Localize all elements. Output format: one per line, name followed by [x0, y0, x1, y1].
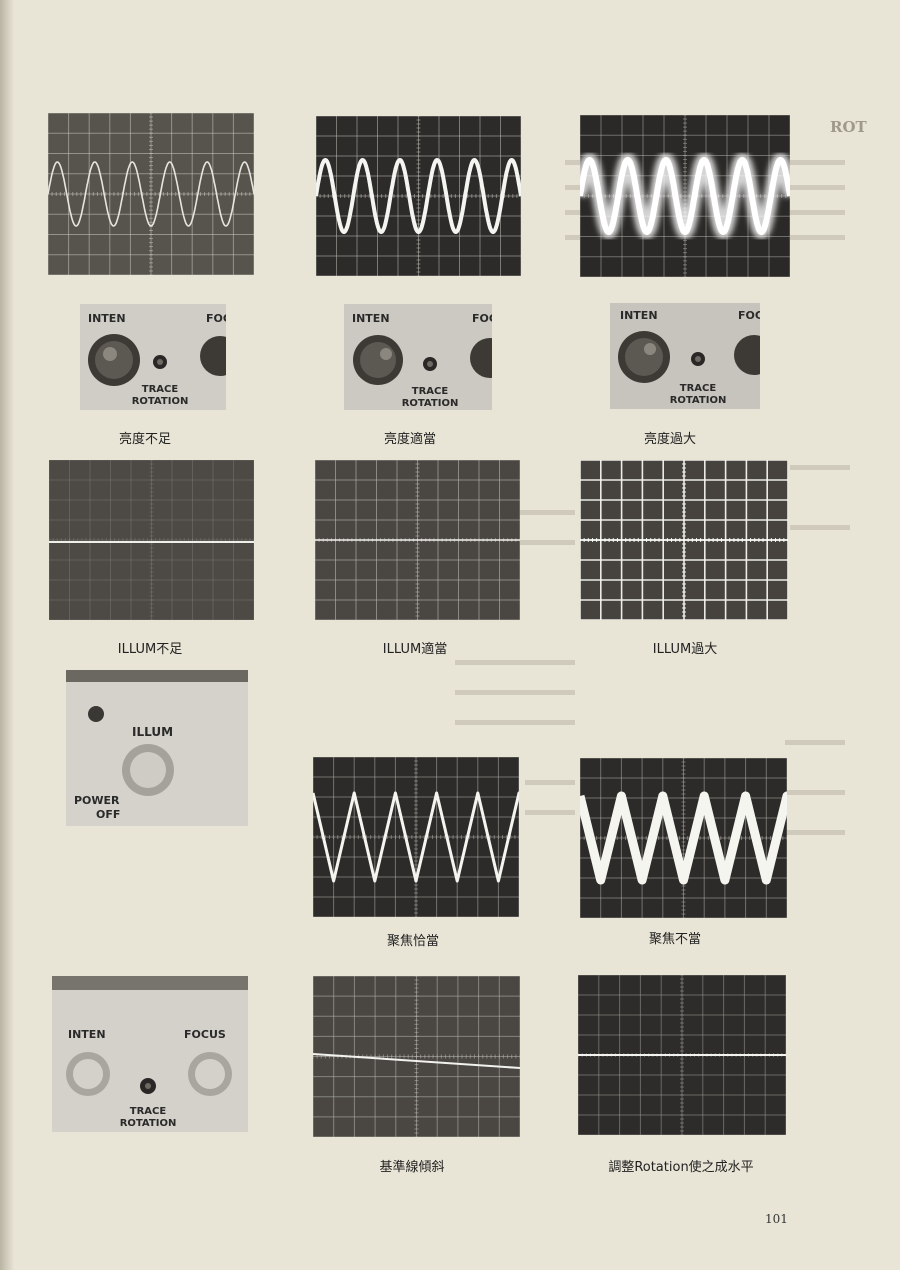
background-text-line — [525, 780, 575, 785]
scope-screen-brightness-high — [580, 115, 790, 277]
rotation-label: ROTATION — [132, 396, 189, 407]
focus-knob-icon — [734, 335, 760, 375]
scope-baseline-level-svg — [578, 975, 786, 1135]
background-text-line — [785, 740, 845, 745]
scope-illum-normal-svg — [315, 460, 520, 620]
focus-knob-icon — [200, 336, 226, 376]
focus-label: FOCUS — [184, 1028, 226, 1041]
rotation-label: ROTATION — [670, 395, 727, 406]
page-number: 101 — [765, 1212, 788, 1226]
rotation-label: ROTATION — [402, 398, 459, 409]
background-text-line — [455, 660, 575, 665]
background-page-title: ROT — [830, 118, 867, 136]
scope-screen-brightness-normal — [316, 116, 521, 276]
scope-baseline-tilted-svg — [313, 976, 520, 1137]
off-label: OFF — [96, 808, 120, 821]
caption-illum-normal: ILLUM適當 — [382, 642, 448, 657]
trace-label: TRACE — [130, 1106, 167, 1117]
scope-screen-focus-good — [313, 757, 519, 917]
background-text-line — [455, 720, 575, 725]
inten-label: INTEN — [88, 312, 126, 325]
caption-brightness-high: 亮度過大 — [643, 432, 696, 447]
illum-label: ILLUM — [132, 725, 173, 739]
scope-screen-illum-high — [580, 460, 788, 620]
focus-knob-icon — [470, 338, 492, 378]
waveform-trace — [580, 157, 790, 235]
inten-label: INTEN — [68, 1028, 106, 1041]
focus-label: FOC — [206, 312, 226, 325]
inten-knob-panel-photo: INTEN FOC TRACE ROTATION — [344, 304, 492, 410]
background-text-line — [790, 525, 850, 530]
scope-illum-low-svg — [49, 460, 254, 620]
trace-label: TRACE — [680, 383, 717, 394]
inten-knob-panel-photo: INTEN FOC TRACE ROTATION — [610, 303, 760, 409]
waveform-trace — [313, 791, 519, 883]
focus-label: FOC — [738, 309, 760, 322]
illum-power-panel-photo: ILLUM POWER OFF — [66, 670, 248, 826]
scope-illum-high-svg — [580, 460, 788, 620]
scope-screen-baseline-tilted — [313, 976, 520, 1137]
inten-focus-panel-photo: INTEN FOCUS TRACE ROTATION — [52, 976, 248, 1132]
focus-label: FOC — [472, 312, 492, 325]
scope-focus-good-svg — [313, 757, 519, 917]
scope-screen-brightness-low — [48, 113, 254, 275]
background-text-line — [525, 810, 575, 815]
power-label: POWER — [74, 794, 120, 807]
inten-knob-panel-photo: INTEN FOC TRACE ROTATION — [80, 304, 226, 410]
scope-screen-illum-low — [49, 460, 254, 620]
inten-label: INTEN — [620, 309, 658, 322]
waveform-trace — [48, 161, 254, 227]
trace-label: TRACE — [142, 384, 179, 395]
scope-brightness-normal-svg — [316, 116, 521, 276]
background-text-line — [785, 830, 845, 835]
caption-brightness-normal: 亮度適當 — [383, 432, 436, 447]
scope-focus-bad-svg — [580, 758, 787, 918]
background-text-line — [790, 465, 850, 470]
caption-baseline-tilted: 基準線傾斜 — [379, 1160, 445, 1175]
caption-focus-good: 聚焦恰當 — [386, 934, 439, 949]
scope-screen-illum-normal — [315, 460, 520, 620]
trace-label: TRACE — [412, 386, 449, 397]
tilted-baseline-trace — [313, 1053, 520, 1069]
rotation-label: ROTATION — [120, 1118, 177, 1129]
inten-label: INTEN — [352, 312, 390, 325]
scope-brightness-high-svg — [580, 115, 790, 277]
background-text-line — [455, 690, 575, 695]
scope-screen-focus-bad — [580, 758, 787, 918]
background-text-line — [785, 790, 845, 795]
waveform-trace — [580, 791, 787, 885]
waveform-trace — [316, 158, 521, 234]
scope-screen-baseline-level — [578, 975, 786, 1135]
caption-focus-bad: 聚焦不當 — [648, 932, 701, 947]
caption-illum-low: ILLUM不足 — [117, 642, 183, 657]
scope-brightness-low-svg — [48, 113, 254, 275]
caption-baseline-level: 調整Rotation使之成水平 — [608, 1160, 754, 1175]
page-spine-shadow — [0, 0, 14, 1270]
indicator-lamp-icon — [88, 706, 104, 722]
caption-brightness-low: 亮度不足 — [118, 432, 171, 447]
caption-illum-high: ILLUM過大 — [652, 642, 718, 657]
